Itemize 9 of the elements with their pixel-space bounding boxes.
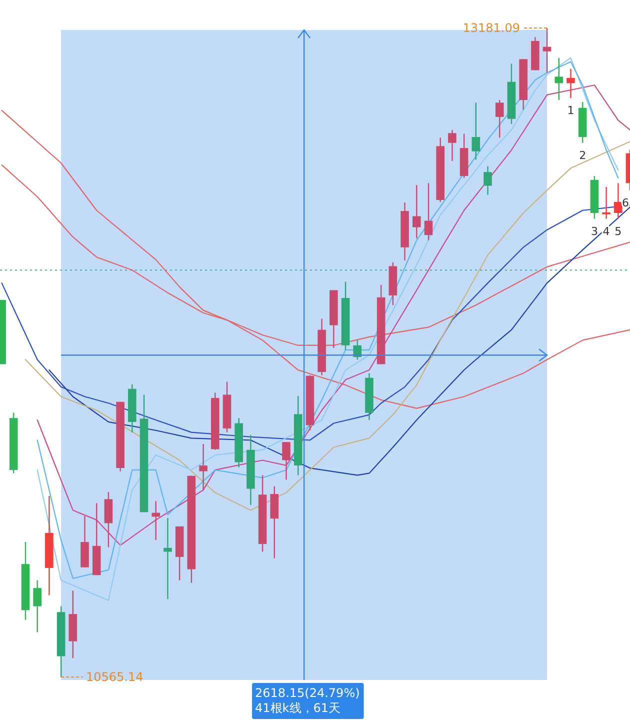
annotation: 5 [614, 224, 622, 238]
text: 41根k线，61天 [255, 701, 341, 715]
annotation: 2 [579, 148, 586, 162]
annotation: 13181.09 [462, 21, 520, 35]
annotation: 10565.14 [86, 670, 144, 684]
annotation: 1 [567, 104, 574, 118]
annotation: 3 [590, 224, 598, 238]
annotation: 4 [602, 224, 610, 238]
text: 2618.15(24.79%) [255, 686, 360, 700]
